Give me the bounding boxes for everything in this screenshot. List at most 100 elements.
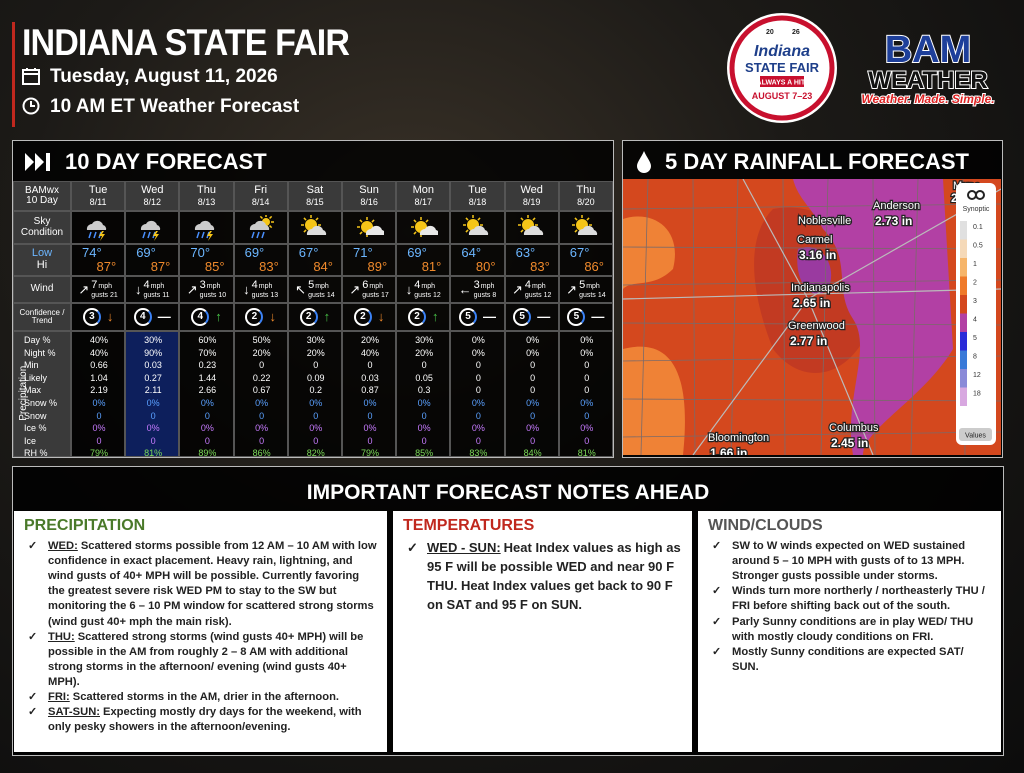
logo-name: Indiana [754,43,810,60]
trend: — [591,309,605,325]
sun-ray [359,230,363,235]
precip-value: 0% [471,423,485,434]
city-name: Greenwood [788,320,845,332]
precip-value: 0 [150,435,156,446]
gust-line: gusts 13 [252,292,279,299]
note-lead: THU: [48,630,75,643]
wind-unit: mph [421,283,436,291]
precip-value: 0% [146,398,160,408]
confidence-cell: 2 ↓ [233,303,288,331]
precip-value: 0% [580,398,594,408]
precip-value: 30% [306,335,325,345]
city-name: Bloomington [708,432,769,444]
gust-value: 21 [110,291,118,299]
sky-cell [125,211,180,244]
precip-value: 0.09 [307,372,325,383]
sky-cell [342,211,397,244]
precip-cell: 30% 20% 0 0.05 0.3 0% 0 0% 0 85% [396,331,451,458]
wind-box: 4 mph gusts 12 [525,279,552,299]
precip-value: 0 [421,435,427,446]
gust-line: gusts 14 [579,292,606,299]
wind-speed: 5 [308,279,315,292]
sky-cell [504,211,559,244]
county-line [820,179,829,455]
precip-value: 0% [363,398,377,408]
cloud [86,220,107,230]
precip-value: 0 [259,360,265,371]
county-line [623,431,1001,438]
city-amount: 2.45 in [831,436,868,450]
confidence-cell: 5— [450,303,505,331]
note-lead: FRI: [48,691,70,704]
panel-title: 10 DAY FORECAST [65,149,267,174]
legend-tick: 4 [973,317,977,324]
day-header-cell: Wed 8/12 [125,181,180,211]
legend-button [959,428,992,441]
wind-unit: mph [480,283,495,291]
precip-value: 0 [204,410,210,421]
date: Tuesday, August 11, 2026 [50,66,278,87]
sky-icon [517,214,543,235]
day: Sun [359,183,379,196]
row-label-cell: Confidence / Trend [13,303,71,331]
precip-value: 0 [259,410,265,421]
legend-tick: 8 [973,354,977,361]
precip-value: 0.66 [90,360,108,371]
precip-value: 0.22 [252,372,271,383]
city-name: Columbus [829,422,879,434]
cloud [469,225,489,235]
date: 8/11 [89,197,107,208]
wind-dir: ↖ [295,281,307,297]
confidence-cell: 3 ↓ [71,303,126,331]
precip-value: 82% [306,448,325,459]
note-item: Mostly Sunny conditions are expected SAT… [708,645,991,675]
row-label-cell: Sky Condition [13,211,71,244]
precip-value: 0.03 [361,372,379,383]
note-item: Parly Sunny conditions are in play WED/ … [708,615,991,645]
wind-line: 6 mph [362,279,384,292]
sky-cell [287,211,342,244]
row-label: Wind [30,283,54,295]
wind-unit: mph [369,283,384,291]
precip-value: 0% [92,398,106,408]
wind-unit: mph [150,283,165,291]
rain [260,231,265,238]
rain-map: Munc2.57Anderson2.73 inNoblesvilleCarmel… [623,179,1001,455]
sun-ray [477,216,482,221]
wind-box: 4 mph gusts 11 [144,279,170,299]
day-header-cell: Mon 8/17 [396,181,451,211]
note-column: PRECIPITATION WED:Scattered storms possib… [14,511,387,752]
note-item: SAT-SUN:Expecting mostly dry days for th… [24,705,377,735]
legend-tick: 2 [973,280,977,287]
precip-value: 86% [252,448,271,459]
temp-cell: 71° 89° [342,244,397,276]
hi: 89° [367,259,388,274]
sky-cell [450,211,505,244]
sky-icon [141,220,161,241]
note-item: SW to W winds expected on WED sustained … [708,539,991,584]
precip-value: 40% [89,335,108,345]
note-column: WIND/CLOUDS SW to W winds expected on WED… [698,511,1001,752]
wind-unit: mph [315,283,329,291]
precip-cell: 30% 90% 0.03 0.27 2.11 0% 0 0% 0 81% [125,331,180,458]
precip-row-label: Day % [24,335,51,345]
precip-value: 1.04 [90,372,108,383]
precip-value: 0.05 [415,372,433,383]
wind-line: 4 mph [414,279,436,292]
note-text: Heat Index values as high as 95 F will b… [427,540,681,612]
hi: 86° [584,259,604,274]
row-label: Low [31,247,53,260]
precip-row-label: Night % [24,347,56,358]
sky-icon [249,214,274,238]
confidence-cell: 5— [558,303,613,331]
precip-value: 20% [415,347,434,358]
rain [88,231,92,238]
subtitle: 10 AM ET Weather Forecast [50,96,300,117]
wind-cell: ↗ 4 mph gusts 12 [504,276,559,303]
gust-label: gusts [473,291,491,299]
county-line [623,246,1001,250]
wind-line: 3 mph [474,279,495,292]
city-amount: 2.65 in [793,296,830,310]
precip-value: 79% [360,448,379,459]
